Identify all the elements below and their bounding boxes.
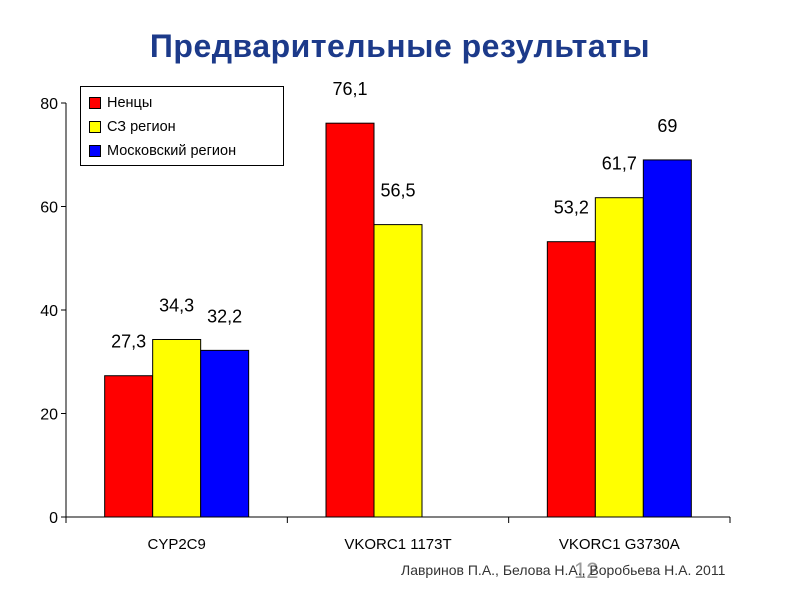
y-tick-label: 60 (40, 200, 58, 217)
bar (152, 338, 202, 518)
bar-value-label: 61,7 (602, 154, 637, 174)
bar-value-label: 76,1 (332, 79, 367, 99)
legend-item-nentsy: Ненцы (89, 91, 283, 115)
bar-value-label: 32,2 (207, 306, 242, 326)
chart-tick-labels: 0 20 40 60 80 CYP2C9 VKORC1 1173T VKORC1 G3730A (40, 96, 680, 553)
bar-value-label: 69 (657, 116, 677, 136)
legend-item-moscow-region: Московский регион (89, 139, 283, 163)
legend-label-nentsy: Ненцы (107, 95, 153, 111)
bar (325, 122, 375, 518)
bar (642, 159, 692, 518)
chart-bars (104, 122, 692, 518)
y-tick-label: 0 (49, 510, 58, 527)
x-category-label: CYP2C9 (147, 536, 205, 553)
bar (594, 197, 644, 518)
chart-value-labels: 27,3 76,1 53,2 34,3 56,5 61,7 32,2 69 (111, 79, 677, 352)
y-tick-label: 20 (40, 407, 58, 424)
legend-label-sz-region: СЗ регион (107, 119, 176, 135)
legend-item-sz-region: СЗ регион (89, 115, 283, 139)
legend-swatch-nentsy (89, 97, 101, 109)
x-category-label: VKORC1 1173T (344, 536, 451, 553)
x-category-label: VKORC1 G3730A (559, 536, 680, 553)
bar (373, 224, 423, 518)
bar (104, 375, 154, 518)
legend-swatch-moscow-region (89, 145, 101, 157)
y-tick-label: 40 (40, 303, 58, 320)
bar-value-label: 56,5 (380, 181, 415, 201)
bar-value-label: 27,3 (111, 332, 146, 352)
legend-swatch-sz-region (89, 121, 101, 133)
y-tick-label: 80 (40, 96, 58, 113)
bar (200, 349, 250, 518)
legend-label-moscow-region: Московский регион (107, 143, 237, 159)
slide-title: Предварительные результаты (149, 28, 651, 64)
chart-legend: Ненцы СЗ регион Московский регион (80, 86, 284, 166)
footer-credit: Лавринов П.А., Белова Н.А., Воробьева Н.… (401, 562, 726, 578)
bar-value-label: 53,2 (554, 198, 589, 218)
page-number: 12 (574, 558, 599, 583)
bar (546, 241, 596, 518)
bar-value-label: 34,3 (159, 295, 194, 315)
